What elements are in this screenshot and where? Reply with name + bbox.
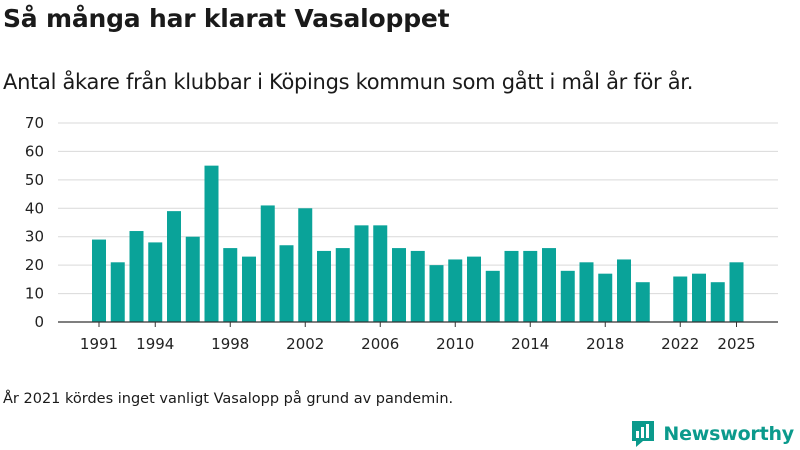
bar-2022: 2022: 16 xyxy=(673,276,688,322)
bar-2025: 2025: 21 xyxy=(729,262,744,322)
y-axis-ticks: 0 10 20 30 40 50 60 70 xyxy=(25,114,44,331)
x-axis-ticks: 1991 1994 1998 2002 2006 2010 2014 2018 2022 2025 xyxy=(80,322,756,353)
bar-1995: 1995: 39 xyxy=(167,211,181,322)
chart-subtitle: Antal åkare från klubbar i Köpings kommu… xyxy=(3,70,694,94)
brand-name: Newsworthy xyxy=(663,423,794,445)
bar-2011: 2011: 23 xyxy=(467,256,481,322)
newsworthy-logo-icon xyxy=(632,421,655,447)
x-tick-label: 2022 xyxy=(661,335,699,353)
x-tick-label: 2002 xyxy=(286,335,324,353)
chart-title: Så många har klarat Vasaloppet xyxy=(3,4,450,33)
bar-1994: 1994: 28 xyxy=(148,242,163,322)
x-tick-label: 2006 xyxy=(361,335,399,353)
y-tick-label: 20 xyxy=(25,256,44,274)
x-tick-label: 2018 xyxy=(586,335,624,353)
bar-chart: 0 10 20 30 40 50 60 70 1991: 29 1992: 21 1993: 32… xyxy=(25,114,778,353)
bar-2018: 2018: 17 xyxy=(598,273,613,322)
x-tick-label: 1991 xyxy=(80,335,118,353)
bar-1999: 1999: 23 xyxy=(242,256,256,322)
y-tick-label: 10 xyxy=(25,285,44,303)
x-tick-label: 2014 xyxy=(511,335,549,353)
bar-2000: 2000: 41 xyxy=(260,205,275,322)
y-tick-label: 0 xyxy=(34,313,44,331)
bar-2001: 2001: 27 xyxy=(279,245,294,322)
y-tick-label: 60 xyxy=(25,142,44,160)
bar-1991: 1991: 29 xyxy=(92,239,106,322)
x-tick-label: 2010 xyxy=(436,335,474,353)
bar-2008: 2008: 25 xyxy=(410,250,425,322)
bar-2014: 2014: 25 xyxy=(523,250,538,322)
bar-2023: 2023: 17 xyxy=(692,273,706,322)
bar-2010: 2010: 22 xyxy=(448,259,463,322)
bar-2016: 2016: 18 xyxy=(560,270,575,322)
bar-1997: 1997: 55 xyxy=(204,165,219,322)
bar-2007: 2007: 26 xyxy=(392,248,406,322)
bar-1992: 1992: 21 xyxy=(110,262,125,322)
bar-2002: 2002: 40 xyxy=(298,208,313,322)
bar-2015: 2015: 26 xyxy=(542,248,556,322)
bar-2019: 2019: 22 xyxy=(617,259,631,322)
y-tick-label: 30 xyxy=(25,228,44,246)
bar-2013: 2013: 25 xyxy=(504,250,519,322)
bar-2012: 2012: 18 xyxy=(485,270,500,322)
x-tick-label: 1994 xyxy=(136,335,174,353)
y-tick-label: 70 xyxy=(25,114,44,132)
brand-logo: Newsworthy xyxy=(630,419,794,449)
bar-1993: 1993: 32 xyxy=(129,231,144,322)
bar-2020: 2020: 14 xyxy=(635,282,650,322)
bar-2003: 2003: 25 xyxy=(317,250,331,322)
bars: 1991: 29 1992: 21 1993: 32 1994: 28 1995: 39… xyxy=(92,165,744,322)
footnote: År 2021 kördes inget vanligt Vasalopp på… xyxy=(3,391,454,407)
bar-2009: 2009: 20 xyxy=(429,265,444,322)
bar-2004: 2004: 26 xyxy=(335,248,350,322)
bar-1996: 1996: 30 xyxy=(185,236,200,322)
bar-2006: 2006: 34 xyxy=(373,225,388,322)
bar-2024: 2024: 14 xyxy=(710,282,725,322)
bar-1998: 1998: 26 xyxy=(223,248,238,322)
x-tick-label: 1998 xyxy=(211,335,249,353)
bar-2017: 2017: 21 xyxy=(579,262,594,322)
bar-2005: 2005: 34 xyxy=(354,225,369,322)
x-tick-label: 2025 xyxy=(717,335,755,353)
y-tick-label: 40 xyxy=(25,199,44,217)
y-tick-label: 50 xyxy=(25,171,44,189)
